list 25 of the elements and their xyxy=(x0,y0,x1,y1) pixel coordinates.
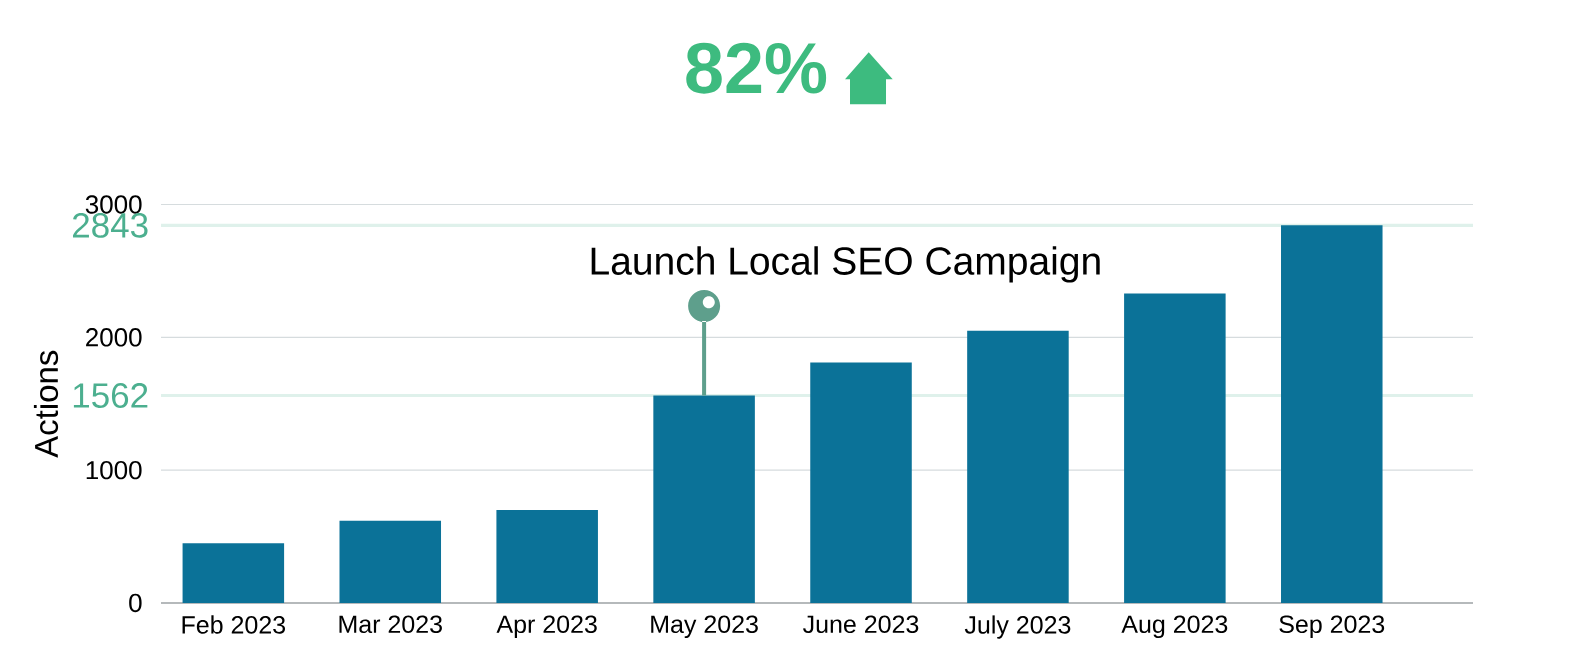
x-tick-label: Sep 2023 xyxy=(1279,615,1385,639)
annotation: Launch Local SEO Campaign xyxy=(591,246,1100,283)
bar xyxy=(182,543,285,603)
bar xyxy=(496,510,598,603)
y-tick-label: 1000 xyxy=(86,460,142,480)
x-tick-label: Feb 2023 xyxy=(182,615,286,634)
bar xyxy=(967,330,1069,603)
x-tick-label: Aug 2023 xyxy=(1121,615,1228,639)
bar xyxy=(653,395,755,603)
y-tick-label: 0 xyxy=(129,593,142,613)
bar xyxy=(810,362,912,603)
bar xyxy=(1124,293,1226,603)
x-tick-label: Mar 2023 xyxy=(339,615,442,634)
chart-title: 82% xyxy=(686,42,827,94)
bar xyxy=(1281,225,1383,603)
x-tick-label: July 2023 xyxy=(964,615,1071,639)
x-tick-label: May 2023 xyxy=(651,615,758,639)
x-tick-label: June 2023 xyxy=(803,615,919,634)
ref-line-label: 1562 xyxy=(73,383,148,408)
bar xyxy=(339,520,442,603)
x-tick-label: Apr 2023 xyxy=(496,615,597,639)
y-axis-title: Actions xyxy=(33,350,59,458)
y-tick-label: 3000 xyxy=(85,195,142,214)
ref-line-label: 2843 xyxy=(73,212,148,238)
y-tick-label: 2000 xyxy=(86,328,142,347)
